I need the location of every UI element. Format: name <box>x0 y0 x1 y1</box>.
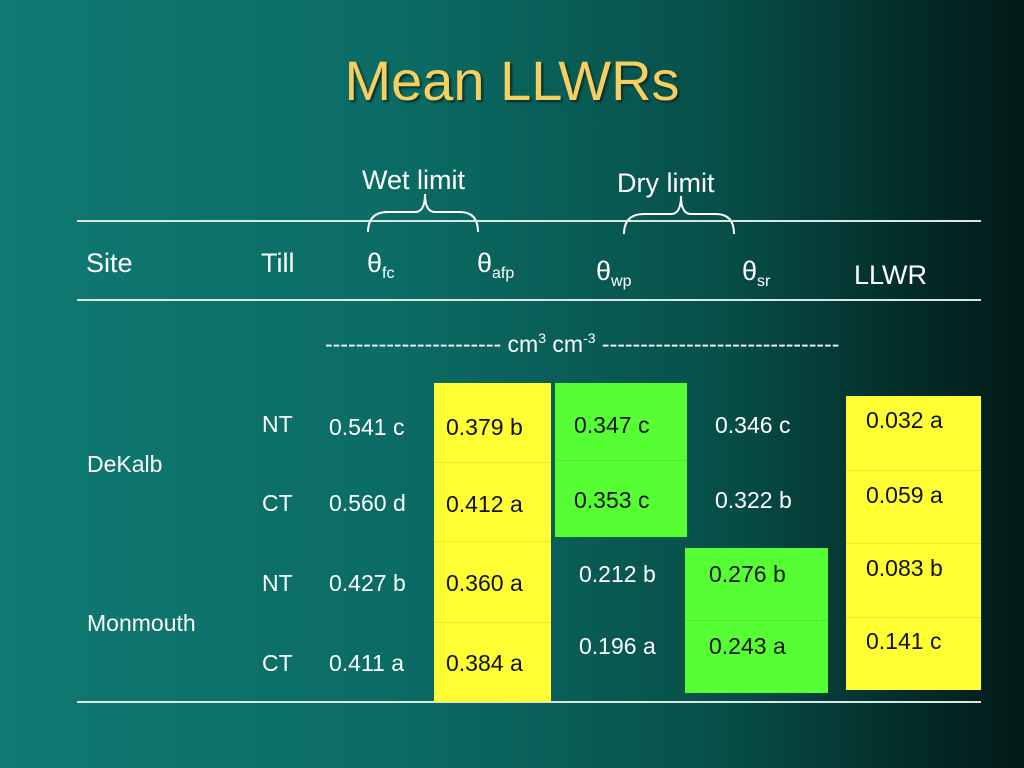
till-cell: NT <box>262 570 293 596</box>
header-theta-wp: θwp <box>596 256 632 290</box>
fc-cell: 0.427 b <box>329 570 406 596</box>
wet-limit-label: Wet limit <box>362 165 466 195</box>
dry-limit-brace <box>623 195 735 235</box>
sr-highlight <box>685 548 828 693</box>
afp-cell: 0.360 a <box>446 570 523 596</box>
afp-highlight <box>434 383 551 702</box>
header-bottom-rule <box>77 299 981 301</box>
afp-cell: 0.379 b <box>446 414 523 440</box>
header-till: Till <box>261 248 295 278</box>
till-cell: CT <box>262 490 293 516</box>
header-theta-fc: θfc <box>367 248 395 282</box>
wp-highlight <box>555 383 687 537</box>
till-cell: NT <box>262 411 293 437</box>
table-bottom-rule <box>77 701 981 703</box>
fc-cell: 0.411 a <box>329 650 405 676</box>
header-theta-afp: θafp <box>477 248 515 282</box>
wp-cell: 0.347 c <box>574 412 650 438</box>
llwr-cell: 0.032 a <box>866 407 943 433</box>
afp-cell: 0.412 a <box>446 491 523 517</box>
header-top-rule <box>77 220 981 222</box>
sr-cell: 0.322 b <box>715 487 792 513</box>
afp-cell: 0.384 a <box>446 650 523 676</box>
sr-cell: 0.276 b <box>709 561 786 587</box>
llwr-cell: 0.083 b <box>866 555 943 581</box>
llwr-cell: 0.059 a <box>866 482 943 508</box>
sr-cell: 0.243 a <box>709 633 786 659</box>
llwr-highlight <box>846 396 981 690</box>
site-dekalb: DeKalb <box>87 451 163 477</box>
dry-limit-label: Dry limit <box>617 168 715 198</box>
fc-cell: 0.560 d <box>329 490 406 516</box>
header-theta-sr: θsr <box>742 256 771 290</box>
fc-cell: 0.541 c <box>329 414 405 440</box>
units-row: ----------------------- cm3 cm-3 -------… <box>325 330 840 357</box>
llwr-cell: 0.141 c <box>866 628 942 654</box>
wp-cell: 0.196 a <box>579 633 656 659</box>
wp-cell: 0.353 c <box>574 487 650 513</box>
slide-title: Mean LLWRs <box>344 49 680 112</box>
wet-limit-brace <box>367 193 479 233</box>
header-site: Site <box>86 248 133 278</box>
sr-cell: 0.346 c <box>715 412 791 438</box>
site-monmouth: Monmouth <box>87 610 196 636</box>
header-llwr: LLWR <box>854 260 928 290</box>
wp-cell: 0.212 b <box>579 561 656 587</box>
till-cell: CT <box>262 650 293 676</box>
